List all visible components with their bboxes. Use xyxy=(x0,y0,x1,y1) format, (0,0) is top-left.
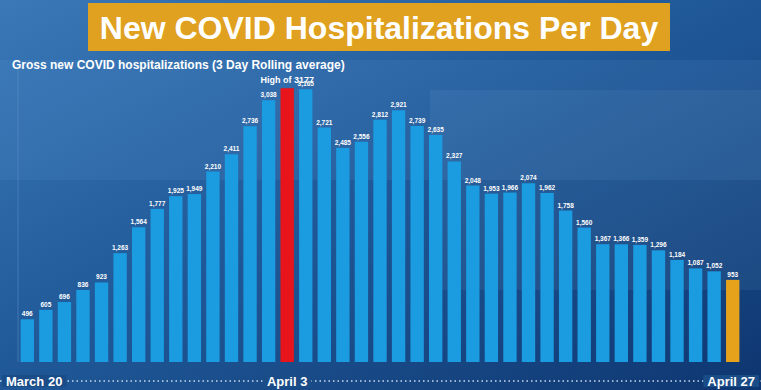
bar xyxy=(336,148,349,362)
bar xyxy=(578,228,591,362)
subtitle: Gross new COVID hospitalizations (3 Day … xyxy=(12,58,345,72)
data-label: 2,074 xyxy=(520,174,537,182)
bar xyxy=(262,100,275,362)
bar xyxy=(410,126,423,362)
data-label: 1,263 xyxy=(112,244,129,252)
data-label: 2,736 xyxy=(242,117,259,125)
title-banner xyxy=(88,3,670,51)
bar xyxy=(280,88,293,362)
data-label: 2,739 xyxy=(409,117,426,125)
bar xyxy=(503,193,516,362)
data-label: 1,953 xyxy=(483,185,500,193)
bar xyxy=(243,126,256,362)
bar xyxy=(485,194,498,362)
data-label: 1,367 xyxy=(595,235,612,243)
data-label: 2,485 xyxy=(335,139,352,147)
data-labels: 496 605 696 836 923 1,263 1,564 1,7771,9251,949… xyxy=(22,80,739,317)
x-tick-labels: March 20 April 3 April 27 xyxy=(2,374,759,389)
data-label: 2,556 xyxy=(353,133,370,141)
data-label: 2,048 xyxy=(465,177,482,185)
bars xyxy=(21,88,740,362)
chart: New COVID Hospitalizations Per Day Gross … xyxy=(0,0,761,390)
background xyxy=(0,0,761,390)
bar xyxy=(689,268,702,362)
bar xyxy=(615,244,628,362)
data-label: 2,327 xyxy=(446,152,463,160)
data-label: 1,052 xyxy=(706,262,723,270)
data-label: 1,560 xyxy=(576,219,593,227)
data-label: 2,635 xyxy=(428,126,445,134)
x-tick-label: March 20 xyxy=(6,374,62,389)
bar xyxy=(21,319,34,362)
data-label: 1,184 xyxy=(669,251,686,259)
data-label: 953 xyxy=(727,271,738,278)
data-label: 1,966 xyxy=(502,184,519,192)
data-label: 1,962 xyxy=(539,184,556,192)
data-label: 1,777 xyxy=(149,200,166,208)
data-label: 2,210 xyxy=(205,163,222,171)
bar xyxy=(633,245,646,362)
bar xyxy=(132,227,145,362)
bar xyxy=(707,271,720,362)
data-label: 1,925 xyxy=(168,187,185,195)
bar xyxy=(355,142,368,362)
data-label: 1,949 xyxy=(186,185,203,193)
data-label: 923 xyxy=(96,273,107,280)
bar xyxy=(188,194,201,362)
data-label: 1,296 xyxy=(650,241,667,249)
bar xyxy=(522,183,535,362)
bar xyxy=(596,244,609,362)
data-label: 3,038 xyxy=(260,91,277,99)
bar xyxy=(225,154,238,362)
data-label: 696 xyxy=(59,293,70,300)
x-tick-label: April 27 xyxy=(707,374,755,389)
bar xyxy=(169,196,182,362)
x-tick-label: April 3 xyxy=(267,374,307,389)
bar xyxy=(58,302,71,362)
axis-dotted-line xyxy=(0,380,761,382)
bar xyxy=(76,290,89,362)
bar xyxy=(670,260,683,362)
annotation: High of 3177 xyxy=(260,75,314,85)
bar xyxy=(540,193,553,362)
bar xyxy=(392,110,405,362)
bar xyxy=(206,172,219,362)
data-label: 496 xyxy=(22,310,33,317)
data-label: 1,359 xyxy=(632,236,649,244)
bar xyxy=(448,161,461,362)
data-label: 2,411 xyxy=(224,145,240,153)
bar xyxy=(318,128,331,362)
bar xyxy=(95,282,108,362)
data-label: 2,812 xyxy=(372,111,389,119)
y-axis-line xyxy=(18,69,19,362)
data-label: 1,366 xyxy=(613,235,630,243)
background-band xyxy=(430,90,761,290)
data-label: 2,721 xyxy=(316,119,333,127)
bar xyxy=(466,186,479,362)
data-label: 1,758 xyxy=(558,202,575,210)
title: New COVID Hospitalizations Per Day xyxy=(100,10,659,46)
bar xyxy=(652,250,665,362)
data-label: 1,564 xyxy=(131,218,148,226)
bar xyxy=(151,209,164,362)
bar xyxy=(726,280,739,362)
bar xyxy=(299,89,312,362)
bar xyxy=(373,120,386,362)
bar xyxy=(39,310,52,362)
bar xyxy=(113,253,126,362)
data-label: 1,087 xyxy=(687,259,704,267)
bar xyxy=(559,211,572,362)
data-label: 2,921 xyxy=(390,101,407,109)
data-label: 605 xyxy=(40,301,51,308)
data-label: 836 xyxy=(78,281,89,288)
bar xyxy=(429,135,442,362)
